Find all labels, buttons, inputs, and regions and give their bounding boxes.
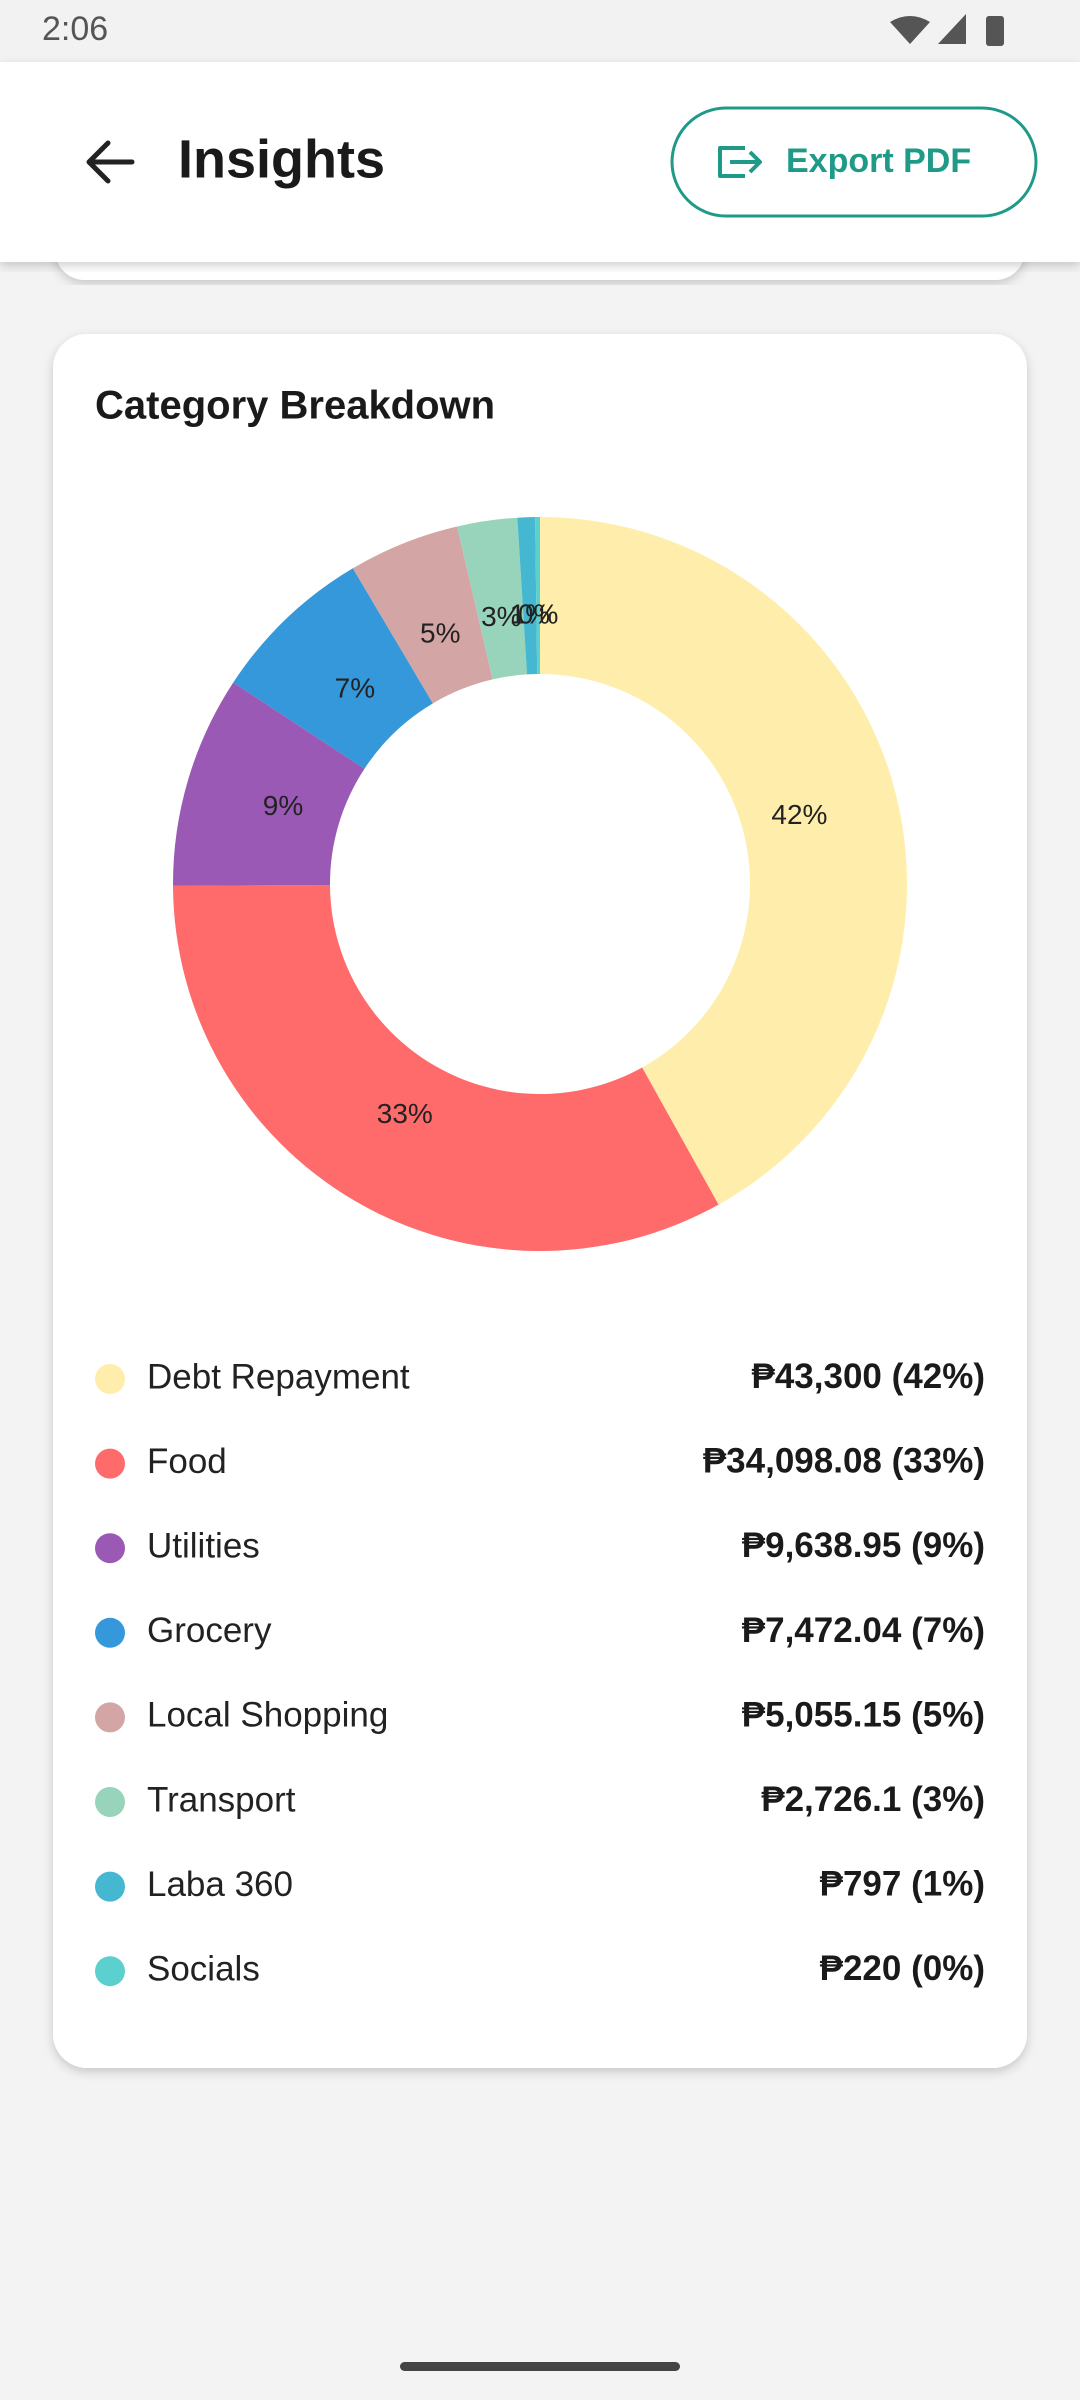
legend-amount: ₱7,472.04 (7%) — [742, 1611, 985, 1650]
legend-amount-share: (1%) — [911, 1865, 985, 1904]
legend-dot — [95, 1702, 125, 1733]
legend-row: Debt Repayment ₱43,300 (42%) — [95, 1357, 985, 1396]
legend-amount-value: ₱797 — [820, 1865, 902, 1904]
legend-dot — [95, 1956, 125, 1987]
page-title: Insights — [178, 129, 385, 189]
legend-name: Grocery — [147, 1611, 272, 1650]
slice-label: 1% — [510, 599, 550, 630]
slice-label: 0% — [518, 598, 558, 629]
legend-amount: ₱43,300 (42%) — [751, 1357, 985, 1396]
legend-name: Socials — [147, 1949, 260, 1988]
home-indicator — [400, 2362, 680, 2371]
legend-amount-share: (33%) — [892, 1442, 985, 1481]
back-button[interactable] — [86, 140, 135, 184]
legend-amount-value: ₱9,638.95 — [742, 1526, 902, 1565]
legend-amount-share: (9%) — [911, 1526, 985, 1565]
slice-label: 42% — [771, 799, 827, 830]
legend-name: Debt Repayment — [147, 1357, 410, 1396]
legend-amount: ₱9,638.95 (9%) — [742, 1526, 985, 1565]
export-button-frame — [670, 106, 1038, 218]
legend-name: Local Shopping — [147, 1696, 388, 1735]
legend-amount-share: (42%) — [892, 1357, 985, 1396]
slice-label: 3% — [481, 601, 521, 632]
legend-dot — [95, 1871, 125, 1902]
legend-amount: ₱2,726.1 (3%) — [761, 1780, 985, 1819]
legend-dot — [95, 1533, 125, 1564]
legend-amount-value: ₱7,472.04 — [742, 1611, 902, 1650]
legend-amount-value: ₱43,300 — [751, 1357, 881, 1396]
legend-dot — [95, 1617, 125, 1648]
legend-amount: ₱34,098.08 (33%) — [703, 1442, 985, 1481]
legend-name: Food — [147, 1442, 227, 1481]
signal-icon — [938, 14, 966, 44]
legend-row: Food ₱34,098.08 (33%) — [95, 1442, 985, 1481]
donut-slice — [173, 885, 719, 1252]
donut-slice — [172, 682, 365, 886]
legend-row: Transport ₱2,726.1 (3%) — [95, 1780, 985, 1819]
export-label: Export PDF — [786, 142, 971, 180]
back-arrow — [86, 140, 135, 184]
legend-amount-value: ₱2,726.1 — [761, 1780, 901, 1819]
legend-row: Grocery ₱7,472.04 (7%) — [95, 1611, 985, 1650]
slice-label: 9% — [263, 790, 303, 821]
legend-amount: ₱797 (1%) — [820, 1865, 985, 1904]
slice-label: 5% — [420, 618, 460, 649]
battery-icon — [986, 16, 1004, 46]
legend-amount: ₱5,055.15 (5%) — [742, 1696, 985, 1735]
legend-amount-share: (7%) — [911, 1611, 985, 1650]
legend-amount: ₱220 (0%) — [820, 1949, 985, 1988]
legend-dot — [95, 1448, 125, 1479]
donut-slice — [540, 517, 907, 1205]
legend: Debt Repayment ₱43,300 (42%) Food ₱34,098.0… — [95, 1357, 985, 1988]
card-title: Category Breakdown — [95, 384, 495, 428]
donut-slice — [233, 568, 433, 769]
donut-slice — [457, 517, 528, 680]
donut-chart: 42% 33% 9% 7% 5% 3%1%0% — [172, 517, 907, 1252]
donut-slice — [352, 526, 493, 704]
legend-row: Utilities ₱9,638.95 (9%) — [95, 1526, 985, 1565]
legend-row: Local Shopping ₱5,055.15 (5%) — [95, 1696, 985, 1735]
donut-slice — [535, 517, 540, 675]
legend-row: Laba 360 ₱797 (1%) — [95, 1865, 985, 1904]
legend-amount-share: (3%) — [911, 1780, 985, 1819]
legend-amount-value: ₱34,098.08 — [703, 1442, 882, 1481]
status-time: 2:06 — [42, 10, 108, 48]
slice-label: 7% — [335, 673, 375, 704]
legend-dot — [95, 1364, 125, 1394]
slice-label: 33% — [377, 1098, 433, 1129]
legend-name: Laba 360 — [147, 1865, 293, 1904]
donut-slice — [517, 517, 538, 675]
legend-amount-value: ₱220 — [820, 1949, 902, 1988]
wifi-icon — [890, 16, 930, 44]
legend-amount-value: ₱5,055.15 — [742, 1696, 902, 1735]
legend-amount-share: (0%) — [911, 1949, 985, 1988]
legend-row: Socials ₱220 (0%) — [95, 1949, 985, 1988]
legend-amount-share: (5%) — [911, 1696, 985, 1735]
export-icon — [718, 146, 762, 178]
legend-dot — [95, 1787, 125, 1817]
legend-name: Utilities — [147, 1526, 260, 1565]
legend-name: Transport — [147, 1780, 296, 1819]
export-button[interactable]: Export PDF — [670, 106, 1038, 218]
